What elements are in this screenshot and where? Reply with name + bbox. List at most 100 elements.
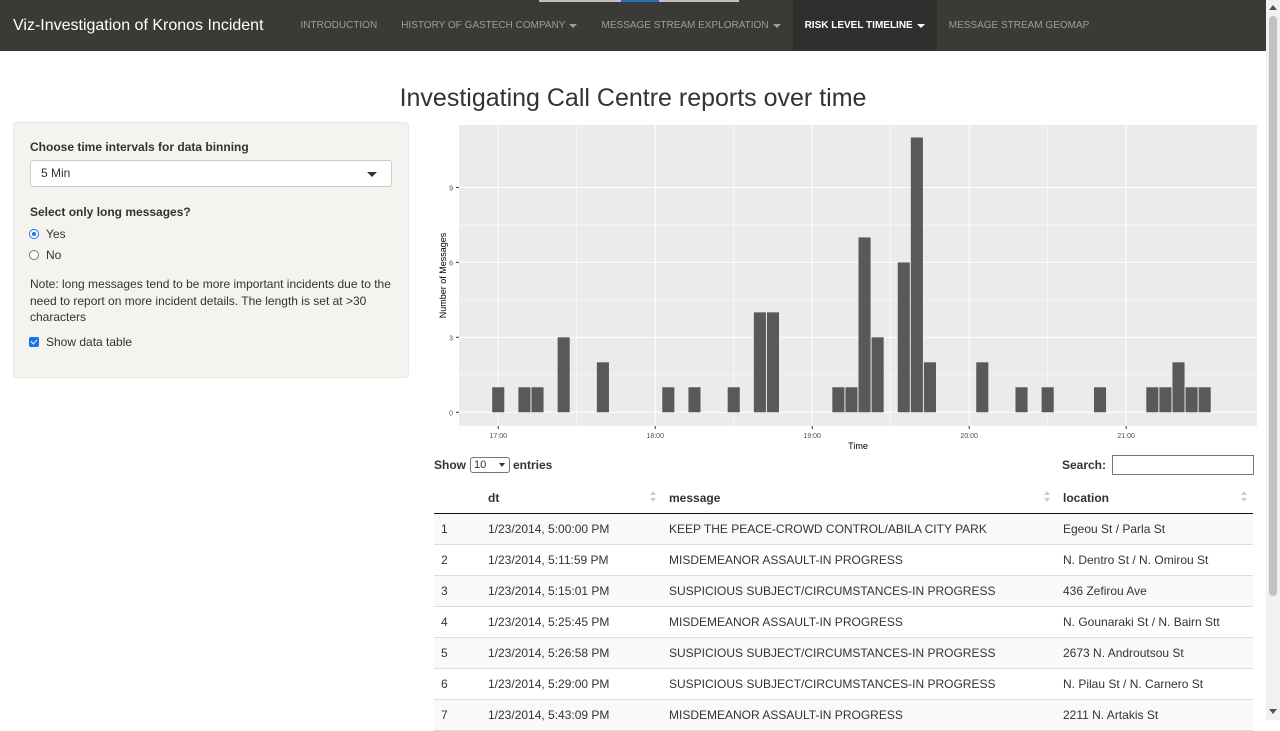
nav-menu: INTRODUCTION HISTORY OF GASTECH COMPANY … xyxy=(289,0,1102,51)
search-input[interactable] xyxy=(1112,455,1254,475)
show-table-label: Show data table xyxy=(46,335,133,349)
table-row[interactable]: 1 1/23/2014, 5:00:00 PM KEEP THE PEACE-CRO… xyxy=(434,513,1253,545)
histogram-bar xyxy=(1146,387,1159,413)
search-control: Search: xyxy=(1062,455,1254,475)
table-row[interactable]: 5 1/23/2014, 5:26:58 PM SUSPICIOUS SUBJECT… xyxy=(434,637,1253,669)
y-tick-label: 6 xyxy=(449,260,453,267)
nav-item-label: MESSAGE STREAM EXPLORATION xyxy=(601,20,769,31)
sort-icon xyxy=(1044,491,1050,503)
caret-down-icon xyxy=(569,23,578,28)
histogram-bar xyxy=(1198,387,1211,413)
cell-message: SUSPICIOUS SUBJECT/CIRCUMSTANCES-IN PROG… xyxy=(662,668,1056,700)
show-table-checkbox[interactable] xyxy=(29,337,39,347)
cell-location: N. Dentro St / N. Omirou St xyxy=(1056,544,1253,576)
navbar-brand[interactable]: Viz-Investigation of Kronos Incident xyxy=(13,17,264,34)
sort-icon xyxy=(1241,491,1247,503)
column-header-message[interactable]: message xyxy=(662,482,1056,514)
cell-location: N. Gounaraki St / N. Bairn Stt xyxy=(1056,606,1253,638)
x-tick-label: 19:00 xyxy=(803,433,821,440)
histogram-bar xyxy=(858,237,871,413)
entries-length-select[interactable]: 10 xyxy=(470,457,510,473)
x-axis-title: Time xyxy=(848,441,868,451)
chevron-down-icon xyxy=(367,172,377,177)
nav-item-history[interactable]: HISTORY OF GASTECH COMPANY xyxy=(389,0,589,51)
histogram-bar xyxy=(727,387,740,413)
cell-dt: 1/23/2014, 5:29:00 PM xyxy=(481,668,662,700)
nav-item-label: MESSAGE STREAM GEOMAP xyxy=(948,20,1090,31)
radio-yes-label: Yes xyxy=(46,227,66,241)
cell-dt: 1/23/2014, 5:43:09 PM xyxy=(481,699,662,731)
nav-item-geomap[interactable]: MESSAGE STREAM GEOMAP xyxy=(937,0,1102,51)
radio-yes[interactable]: Yes xyxy=(29,227,66,241)
scrollbar-thumb[interactable] xyxy=(1269,16,1277,596)
cell-index: 7 xyxy=(434,699,481,731)
interval-select[interactable]: 5 Min xyxy=(30,160,392,187)
cell-location: 2673 N. Androutsou St xyxy=(1056,637,1253,669)
table-row[interactable]: 7 1/23/2014, 5:43:09 PM MISDEMEANOR ASSAUL… xyxy=(434,699,1253,731)
entries-length-value: 10 xyxy=(474,459,487,471)
histogram-bar xyxy=(976,362,989,413)
cell-message: KEEP THE PEACE-CROWD CONTROL/ABILA CITY … xyxy=(662,513,1056,545)
table-row[interactable]: 3 1/23/2014, 5:15:01 PM SUSPICIOUS SUBJECT… xyxy=(434,575,1253,607)
histogram-bar xyxy=(910,137,923,413)
cell-dt: 1/23/2014, 5:25:45 PM xyxy=(481,606,662,638)
radio-no[interactable]: No xyxy=(29,248,61,262)
histogram-svg: 0 3 6 9 17:00 18:00 19:00 20:00 21:00 Time Number … xyxy=(438,125,1257,451)
column-header-location[interactable]: location xyxy=(1056,482,1253,514)
histogram-bar xyxy=(557,337,570,413)
table-header-row: dt message location xyxy=(434,482,1253,514)
table-row[interactable]: 6 1/23/2014, 5:29:00 PM SUSPICIOUS SUBJECT… xyxy=(434,668,1253,700)
histogram-bar xyxy=(871,337,884,413)
messages-histogram: 0 3 6 9 17:00 18:00 19:00 20:00 21:00 Time Number … xyxy=(434,120,1266,455)
cell-message: MISDEMEANOR ASSAULT-IN PROGRESS xyxy=(662,544,1056,576)
scroll-down-arrow-icon[interactable] xyxy=(1269,709,1277,714)
search-label: Search: xyxy=(1061,458,1106,472)
cell-message: SUSPICIOUS SUBJECT/CIRCUMSTANCES-IN PROG… xyxy=(662,575,1056,607)
column-header-index xyxy=(434,482,481,514)
caret-down-icon xyxy=(916,23,925,28)
nav-item-label: RISK LEVEL TIMELINE xyxy=(804,20,913,31)
long-messages-note: Note: long messages tend to be more impo… xyxy=(30,277,391,324)
histogram-bar xyxy=(753,312,766,413)
x-tick-label: 21:00 xyxy=(1117,433,1135,440)
radio-yes-input[interactable] xyxy=(29,229,39,239)
show-label: Show xyxy=(434,458,466,472)
table-row[interactable]: 4 1/23/2014, 5:25:45 PM MISDEMEANOR ASSAUL… xyxy=(434,606,1253,638)
cell-dt: 1/23/2014, 5:00:00 PM xyxy=(481,513,662,545)
histogram-bar xyxy=(1015,387,1028,413)
column-header-label: dt xyxy=(488,490,500,505)
nav-item-label: INTRODUCTION xyxy=(300,20,378,31)
histogram-bar xyxy=(845,387,858,413)
cell-index: 4 xyxy=(434,606,481,638)
datatable-controls: Show 10 entries Search: xyxy=(434,455,1254,479)
nav-item-risk-level-timeline[interactable]: RISK LEVEL TIMELINE xyxy=(792,0,937,51)
nav-item-message-stream-exploration[interactable]: MESSAGE STREAM EXPLORATION xyxy=(589,0,792,51)
cell-message: SUSPICIOUS SUBJECT/CIRCUMSTANCES-IN PROG… xyxy=(662,637,1056,669)
histogram-bar xyxy=(662,387,675,413)
caret-down-icon xyxy=(772,23,781,28)
page-scrollbar[interactable] xyxy=(1266,0,1280,720)
nav-item-introduction[interactable]: INTRODUCTION xyxy=(289,0,390,51)
histogram-bar xyxy=(596,362,609,413)
histogram-bar xyxy=(1159,387,1172,413)
column-header-label: message xyxy=(669,490,721,505)
cell-message: MISDEMEANOR ASSAULT-IN PROGRESS xyxy=(662,699,1056,731)
table-row[interactable]: 2 1/23/2014, 5:11:59 PM MISDEMEANOR ASSAUL… xyxy=(434,544,1253,576)
histogram-bar xyxy=(1185,387,1198,413)
cell-location: 2211 N. Artakis St xyxy=(1056,699,1253,731)
show-table-toggle[interactable]: Show data table xyxy=(29,335,132,349)
column-header-dt[interactable]: dt xyxy=(481,482,662,514)
cell-message: MISDEMEANOR ASSAULT-IN PROGRESS xyxy=(662,606,1056,638)
cell-location: N. Pilau St / N. Carnero St xyxy=(1056,668,1253,700)
histogram-bar xyxy=(766,312,780,413)
y-tick-label: 3 xyxy=(449,335,453,342)
cell-index: 1 xyxy=(434,513,481,545)
y-axis-title: Number of Messages xyxy=(438,232,448,318)
cell-index: 3 xyxy=(434,575,481,607)
radio-no-input[interactable] xyxy=(29,250,39,260)
y-tick-label: 0 xyxy=(449,410,453,417)
cell-dt: 1/23/2014, 5:26:58 PM xyxy=(481,637,662,669)
interval-select-value: 5 Min xyxy=(41,166,71,180)
histogram-bar xyxy=(832,387,845,413)
scroll-up-arrow-icon[interactable] xyxy=(1269,5,1277,10)
